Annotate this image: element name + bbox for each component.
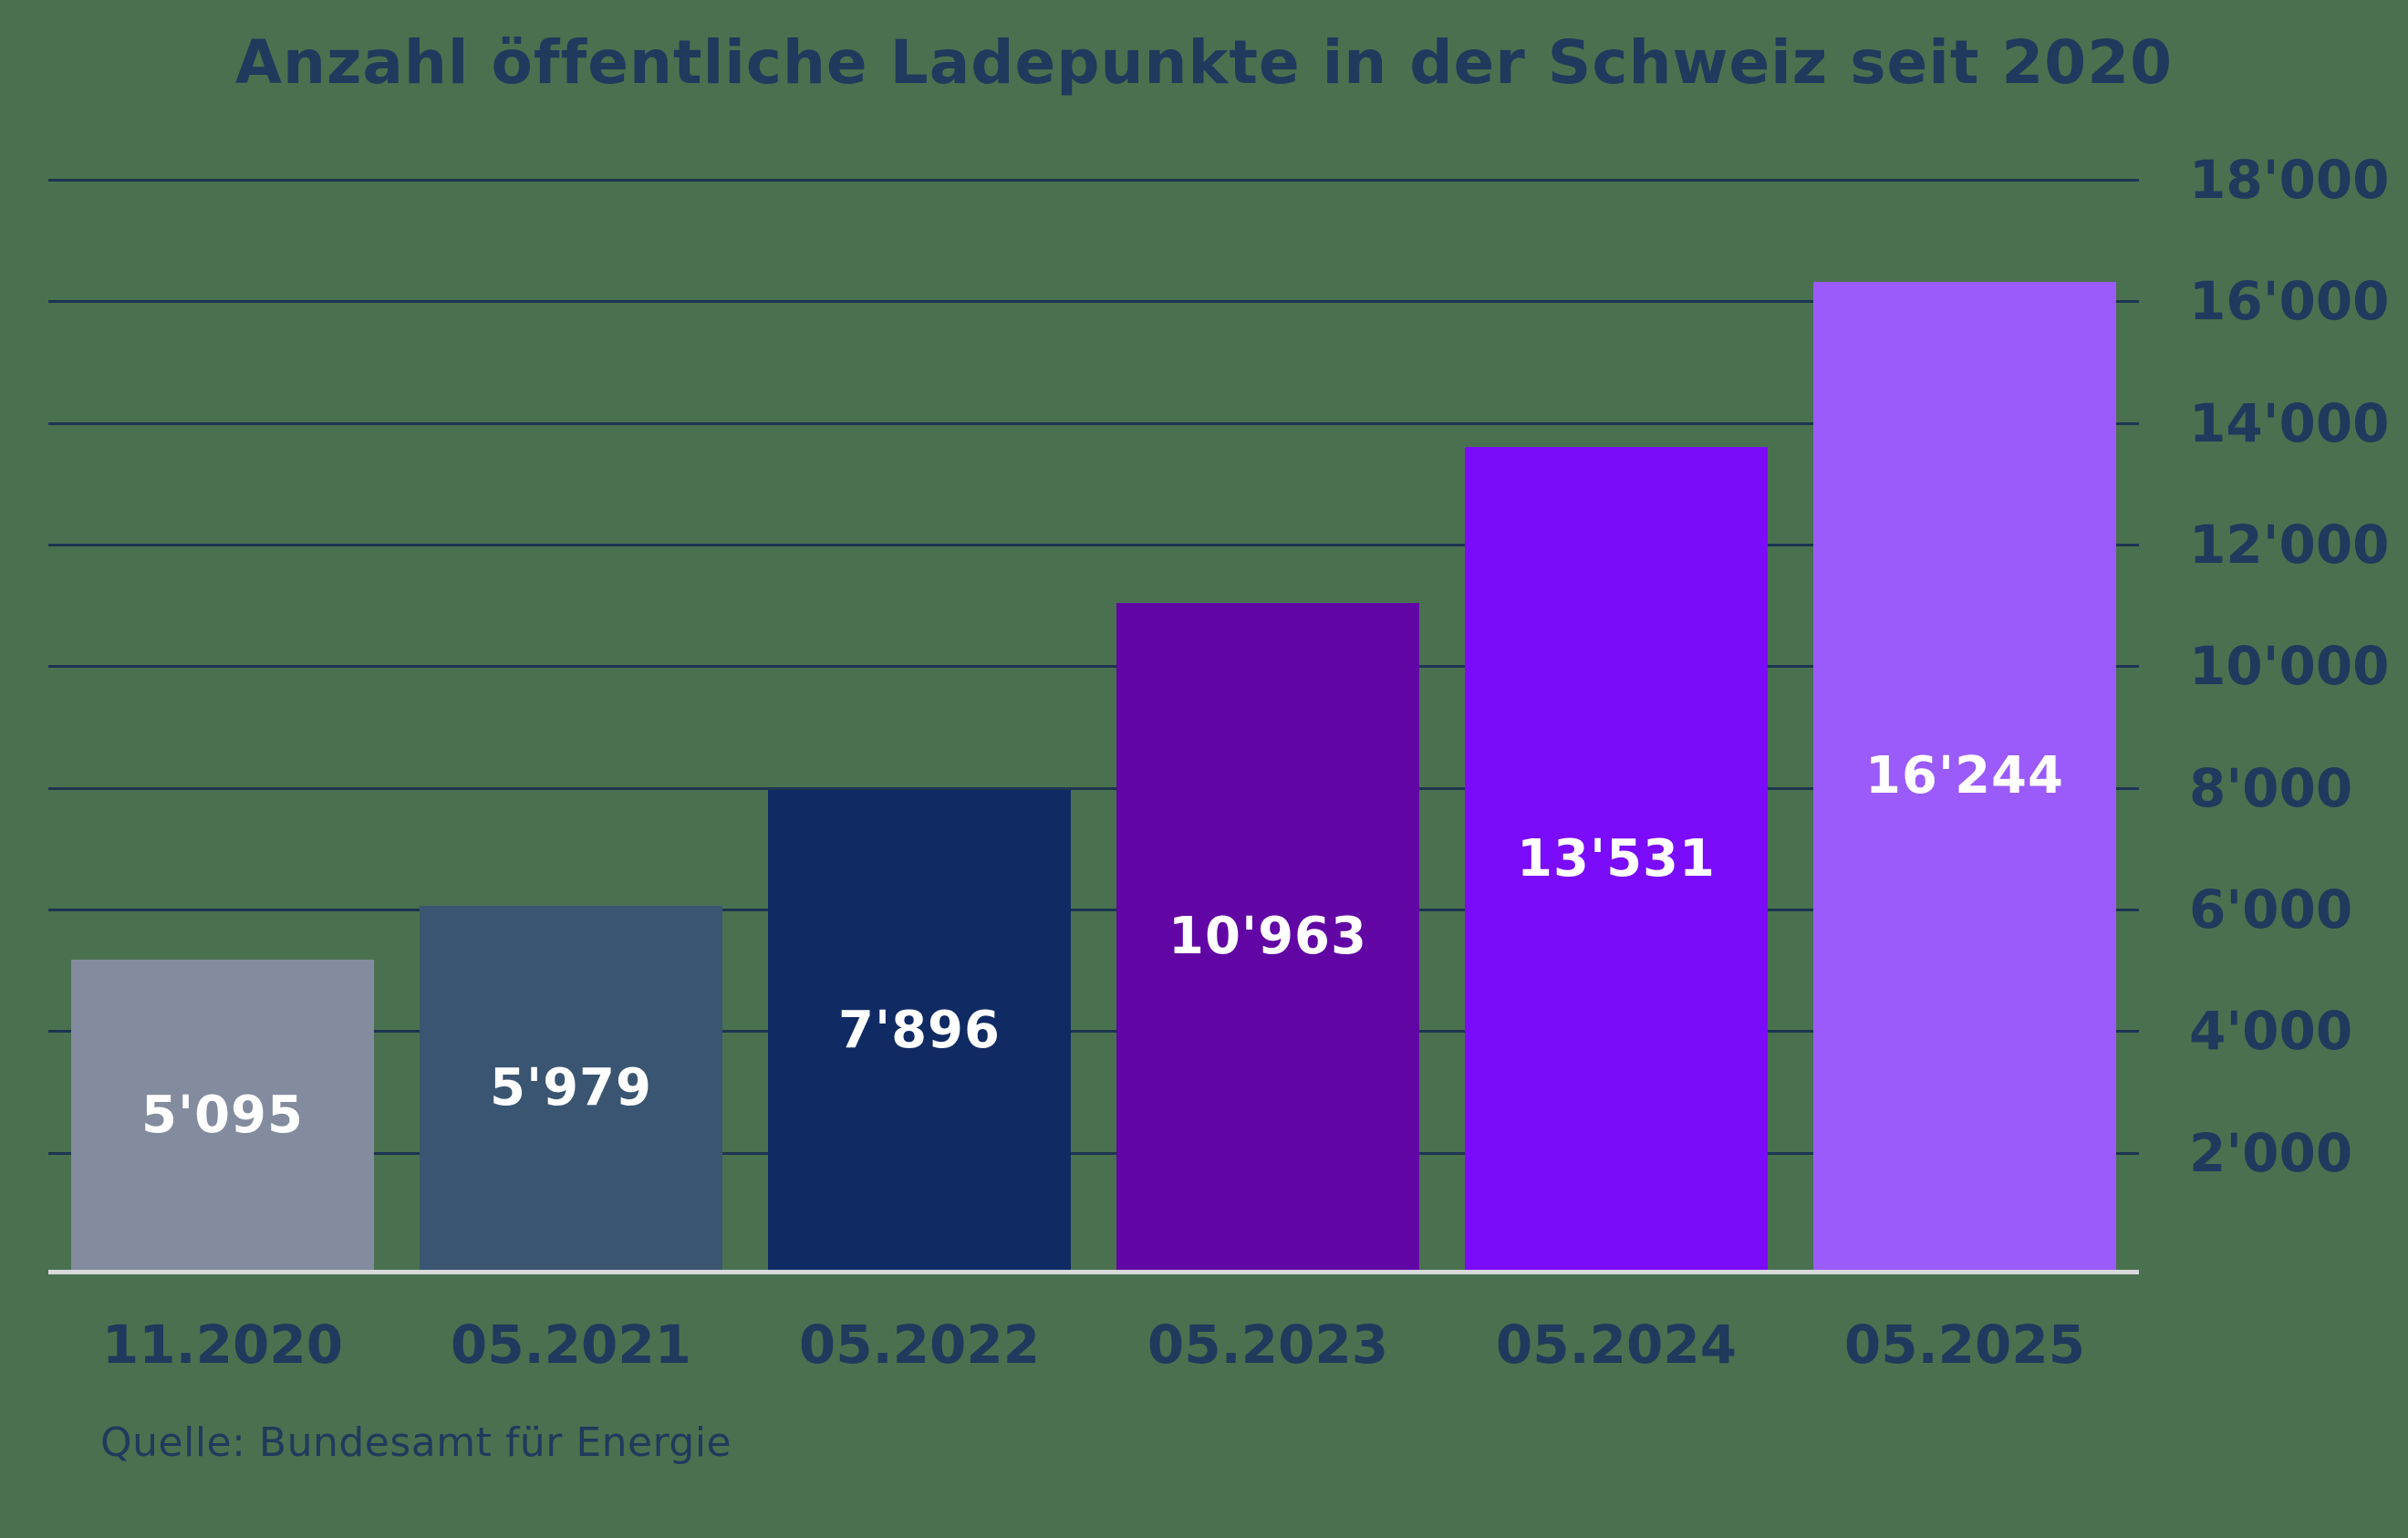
x-axis-label: 05.2023	[1147, 1314, 1389, 1376]
y-axis-label: 8'000	[2189, 756, 2353, 819]
y-axis-label: 16'000	[2189, 270, 2390, 333]
bar-value-label: 10'963	[1168, 907, 1367, 966]
y-axis-label: 14'000	[2189, 391, 2390, 454]
x-axis-label: 05.2022	[798, 1314, 1041, 1376]
y-axis-label: 12'000	[2189, 514, 2390, 576]
gridline	[48, 665, 2139, 669]
bar-11.2020: 5'095	[71, 960, 374, 1270]
bar-05.2021: 5'979	[420, 906, 722, 1270]
x-axis-label: 05.2025	[1843, 1314, 2086, 1376]
x-axis-label: 05.2024	[1495, 1314, 1738, 1376]
bar-05.2022: 7'896	[768, 790, 1071, 1270]
gridline	[48, 421, 2139, 425]
chart-title: Anzahl öffentliche Ladepunkte in der Sch…	[234, 27, 2174, 98]
gridline	[48, 909, 2139, 911]
y-axis-label: 18'000	[2189, 149, 2390, 211]
bar-05.2023: 10'963	[1116, 603, 1419, 1270]
gridline	[48, 1151, 2139, 1155]
gridline	[48, 300, 2139, 304]
bar-value-label: 7'896	[837, 1000, 1001, 1060]
x-axis-baseline	[48, 1270, 2139, 1274]
bar-05.2025: 16'244	[1813, 282, 2116, 1270]
x-axis-label: 11.2020	[101, 1314, 344, 1376]
y-axis-label: 2'000	[2189, 1121, 2353, 1184]
bar-value-label: 13'531	[1517, 828, 1716, 889]
y-axis-label: 6'000	[2189, 878, 2353, 940]
bar-value-label: 5'095	[140, 1085, 304, 1145]
gridline	[48, 1030, 2139, 1034]
y-axis-label: 10'000	[2189, 635, 2390, 698]
source-caption: Quelle: Bundesamt für Energie	[100, 1419, 732, 1466]
gridline	[48, 179, 2139, 182]
bar-05.2024: 13'531	[1465, 447, 1768, 1270]
gridline	[48, 786, 2139, 790]
bar-value-label: 5'979	[489, 1058, 652, 1117]
x-axis-label: 05.2021	[450, 1314, 692, 1376]
gridline	[48, 544, 2139, 546]
bar-value-label: 16'244	[1865, 746, 2064, 805]
plot-area: 5'095 5'979 7'896 10'963 13'531 16'244	[48, 179, 2139, 1274]
y-axis-label: 4'000	[2189, 1000, 2353, 1063]
